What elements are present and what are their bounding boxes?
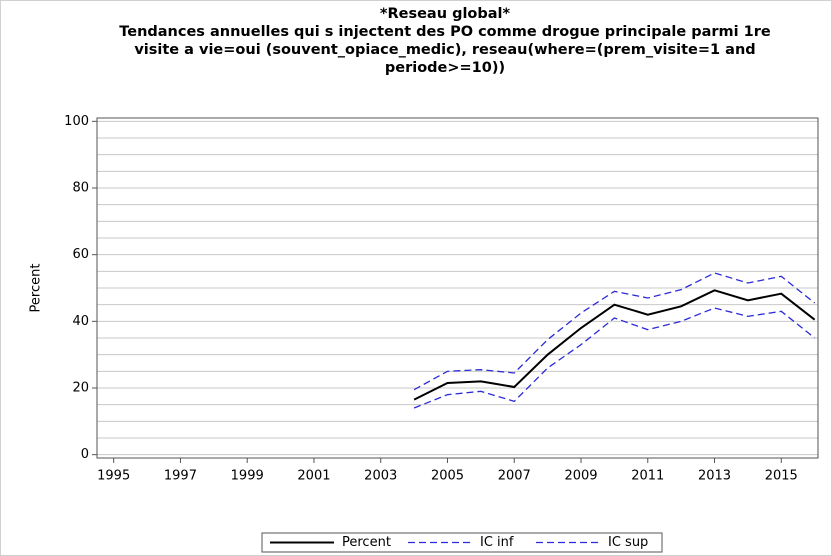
y-tick-label: 20 <box>72 381 89 396</box>
chart-title: *Reseau global* <box>380 6 511 22</box>
chart-subtitle: visite a vie=oui (souvent_opiace_medic),… <box>134 42 755 58</box>
x-tick-label: 2005 <box>431 469 464 484</box>
legend-label: IC inf <box>480 535 514 550</box>
x-tick-label: 2007 <box>498 469 531 484</box>
line <box>413 272 816 391</box>
line <box>413 307 816 409</box>
x-tick-label: 2003 <box>364 469 397 484</box>
y-tick-label: 100 <box>64 114 89 129</box>
legend-label: Percent <box>342 535 391 550</box>
line <box>413 289 816 401</box>
chart-subtitle: periode>=10)) <box>385 60 505 76</box>
x-tick-label: 1997 <box>164 469 197 484</box>
x-tick-label: 1995 <box>97 469 130 484</box>
plot-frame <box>96 117 819 459</box>
legend-box <box>261 532 663 553</box>
y-tick-label: 0 <box>81 447 89 462</box>
chart-subtitle: Tendances annuelles qui s injectent des … <box>119 24 771 40</box>
y-tick-label: 40 <box>72 314 89 329</box>
legend-label: IC sup <box>608 535 648 550</box>
x-tick-label: 2001 <box>297 469 330 484</box>
x-tick-label: 2009 <box>564 469 597 484</box>
x-tick-label: 2015 <box>765 469 798 484</box>
x-tick-label: 2013 <box>698 469 731 484</box>
y-axis-label: Percent <box>29 264 44 313</box>
x-tick-label: 2011 <box>631 469 664 484</box>
x-tick-label: 1999 <box>231 469 264 484</box>
y-tick-label: 60 <box>72 247 89 262</box>
y-tick-label: 80 <box>72 181 89 196</box>
